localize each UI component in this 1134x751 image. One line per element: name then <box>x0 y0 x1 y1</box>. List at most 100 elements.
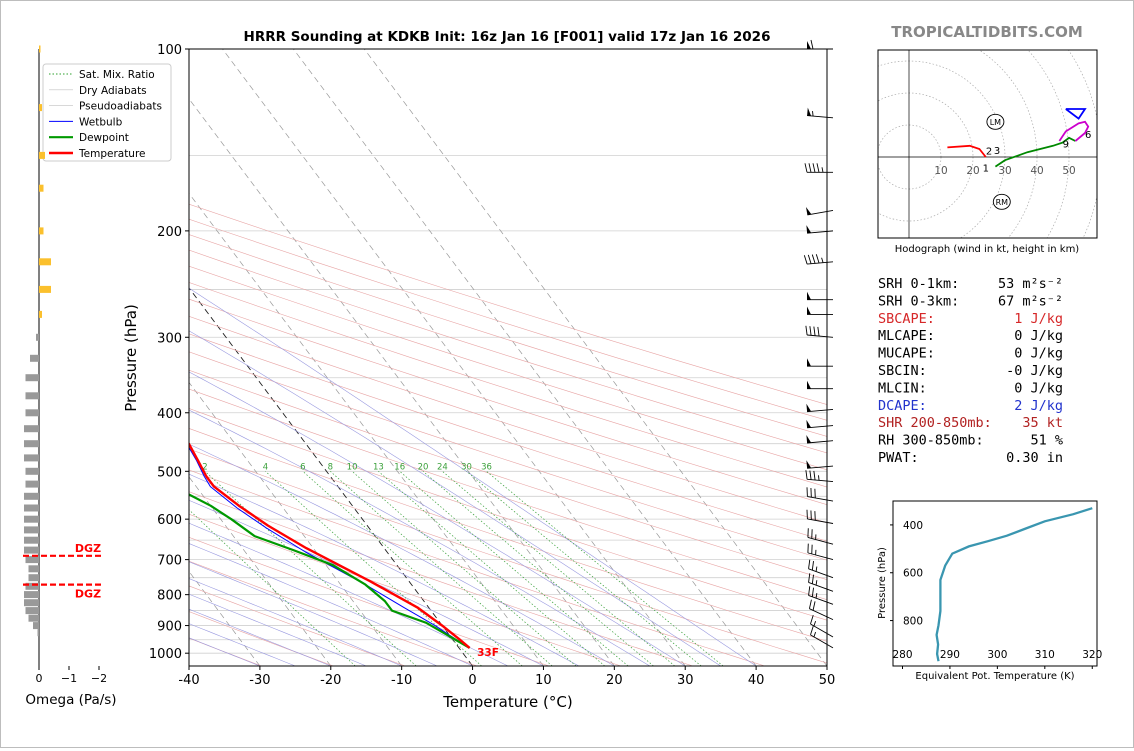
isotherm-line <box>293 49 756 666</box>
y-tick-label: 300 <box>157 331 182 346</box>
barb-flag <box>813 163 815 172</box>
wind-barb <box>806 460 833 468</box>
hodo-ring-label: 40 <box>1030 165 1043 177</box>
barb-flag <box>809 560 810 569</box>
dgz-label: DGZ <box>75 542 101 555</box>
legend-label: Pseudoadiabats <box>79 101 162 113</box>
hodo-ring-label: 20 <box>966 165 979 177</box>
wind-barb <box>806 435 833 443</box>
hodo-ring-label: 10 <box>934 165 947 177</box>
legend-label: Dewpoint <box>79 132 129 144</box>
legend-label: Temperature <box>78 148 146 160</box>
barb-half-flag <box>818 475 819 480</box>
x-tick-label: 20 <box>606 673 623 688</box>
omega-bar <box>33 622 39 629</box>
index-value: 67 m²s⁻² <box>998 293 1063 309</box>
barb-pennant <box>807 108 811 116</box>
legend-label: Sat. Mix. Ratio <box>79 69 155 81</box>
theta-y-tick-label: 600 <box>903 568 923 580</box>
surface-temp-label: 33F <box>477 647 499 659</box>
barb-half-flag <box>822 258 823 263</box>
barb-half-flag <box>822 167 823 172</box>
barb-pennant <box>807 381 811 389</box>
index-label: SRH 0-1km: <box>878 276 959 292</box>
x-tick-label: -10 <box>391 673 412 688</box>
barb-flag <box>818 327 819 336</box>
x-tick-label: 10 <box>535 673 552 688</box>
omega-bar <box>36 334 39 341</box>
barb-flag <box>805 163 807 172</box>
omega-bar <box>26 409 40 416</box>
omega-bar <box>24 547 39 554</box>
barb-half-flag <box>813 111 814 116</box>
barb-flag <box>804 255 807 264</box>
index-label: MLCAPE: <box>878 328 935 344</box>
wind-barb <box>806 420 833 428</box>
barb-flag <box>811 40 813 49</box>
barb-half-flag <box>816 567 817 572</box>
barb-flag <box>812 561 813 570</box>
mixing-ratio-label: 13 <box>373 462 384 472</box>
omega-tick-label: −1 <box>61 672 77 685</box>
x-tick-label: 30 <box>677 673 694 688</box>
mixing-ratio-label: 4 <box>263 462 268 472</box>
wind-barb <box>807 40 833 49</box>
wind-barb <box>805 163 833 172</box>
barb-flag <box>809 600 811 609</box>
barb-pennant <box>806 404 811 412</box>
barb-flag <box>816 254 819 263</box>
wind-barb <box>807 358 833 366</box>
x-tick-label: -20 <box>320 673 341 688</box>
wind-barb <box>806 326 833 337</box>
wind-barb <box>806 225 833 233</box>
x-axis-label: Temperature (°C) <box>442 693 572 711</box>
wind-barb <box>807 487 833 501</box>
hodo-ring-label: 30 <box>998 165 1011 177</box>
barb-pennant <box>806 435 811 443</box>
omega-bar <box>39 227 44 234</box>
y-tick-label: 600 <box>157 513 182 528</box>
legend-label: Wetbulb <box>79 116 123 128</box>
wind-barb <box>806 404 833 412</box>
hodo-trace <box>947 146 985 157</box>
omega-bar <box>24 440 39 447</box>
theta-x-tick-label: 320 <box>1082 649 1102 661</box>
theta-x-label: Equivalent Pot. Temperature (K) <box>915 671 1074 682</box>
wind-barb <box>809 586 833 604</box>
barb-flag <box>810 326 811 335</box>
theta-x-tick-label: 280 <box>892 649 912 661</box>
x-tick-label: -40 <box>178 673 199 688</box>
x-tick-label: -30 <box>249 673 270 688</box>
mixing-ratio-line <box>442 471 674 666</box>
wind-barb <box>806 470 833 481</box>
mixing-ratio-label: 6 <box>300 462 305 472</box>
mixing-ratio-line <box>149 471 356 666</box>
index-label: SBCIN: <box>878 363 927 379</box>
index-label: MUCAPE: <box>878 346 935 362</box>
index-label: PWAT: <box>878 450 919 466</box>
barb-half-flag <box>816 593 817 598</box>
y-tick-label: 900 <box>157 620 182 635</box>
mixing-ratio-label: 24 <box>437 462 448 472</box>
omega-bar <box>39 286 51 293</box>
dgz-label: DGZ <box>75 588 101 601</box>
mixing-ratio-label: 1 <box>146 462 151 472</box>
omega-bar <box>26 607 40 614</box>
omega-bar <box>26 556 40 563</box>
theta-x-tick-label: 290 <box>940 649 960 661</box>
wind-barb <box>806 207 833 215</box>
wind-barb <box>807 306 833 314</box>
wind-barbs <box>804 40 833 648</box>
omega-bar <box>26 468 40 475</box>
barb-pennant <box>807 358 811 366</box>
omega-bar <box>26 374 40 381</box>
omega-bar <box>24 537 39 544</box>
y-tick-label: 100 <box>157 43 182 58</box>
omega-bar <box>38 629 40 636</box>
omega-bar <box>24 591 39 598</box>
omega-bar <box>24 599 39 606</box>
